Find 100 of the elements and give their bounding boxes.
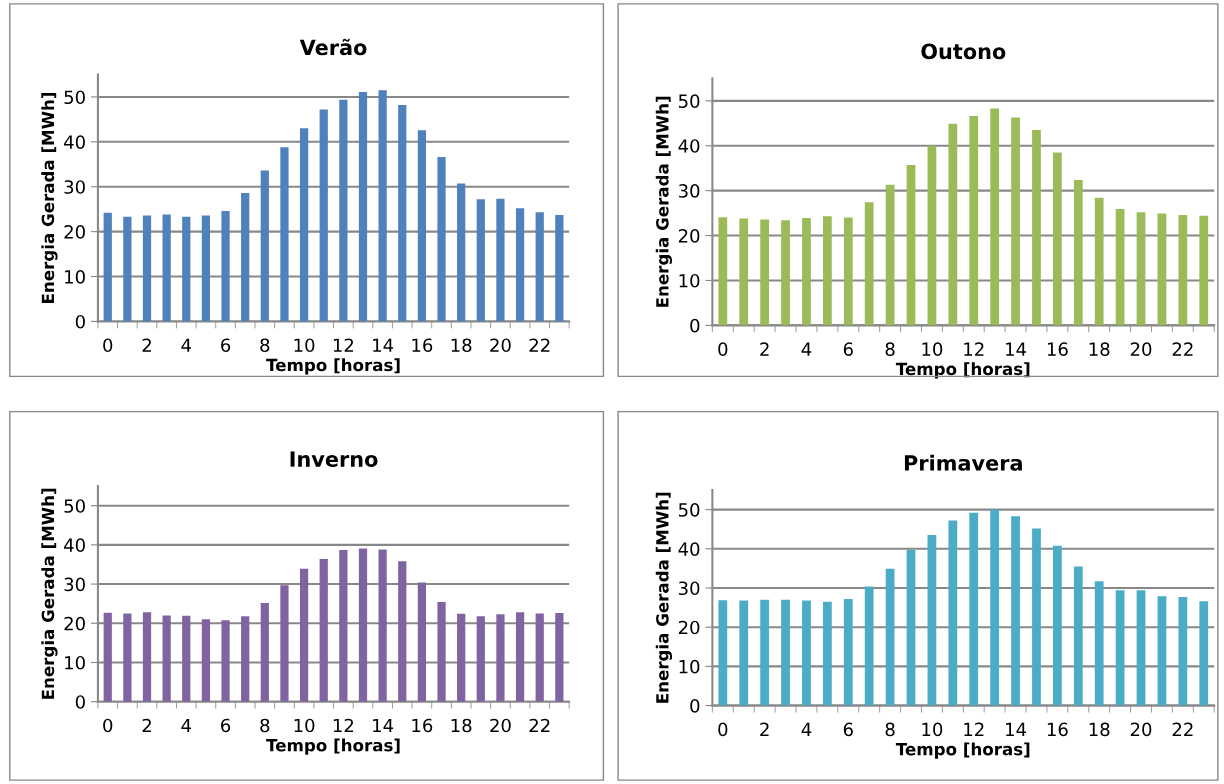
bar [1199, 601, 1209, 706]
x-tick-label: 22 [529, 338, 550, 352]
bar [739, 218, 749, 326]
x-tick-label: 6 [843, 342, 853, 356]
x-tick-label: 12 [333, 718, 354, 733]
bar [162, 615, 171, 702]
bar [1157, 213, 1167, 326]
bar [1052, 545, 1062, 706]
bar [555, 215, 564, 322]
x-tick-label: 4 [801, 342, 812, 356]
x-tick-label: 16 [1047, 342, 1068, 356]
x-tick-label: 20 [1130, 342, 1152, 356]
y-tick-label: 10 [679, 659, 700, 674]
x-tick-label: 14 [373, 718, 394, 733]
bar [969, 116, 979, 326]
bar [802, 600, 811, 706]
chart-title: Inverno [290, 451, 378, 467]
bar [535, 613, 544, 702]
y-tick-label: 20 [678, 229, 700, 243]
bar [319, 558, 328, 702]
x-tick-label: 18 [1089, 342, 1110, 356]
x-tick-label: 16 [412, 718, 433, 733]
bar [162, 214, 171, 322]
bar [241, 193, 250, 322]
bar [718, 600, 728, 706]
bar [535, 212, 544, 322]
bar [319, 109, 328, 322]
y-tick-label: 20 [64, 225, 85, 239]
bar [378, 90, 387, 322]
x-tick-label: 12 [964, 342, 984, 356]
x-tick-label: 22 [1172, 722, 1193, 736]
y-tick-label: 50 [678, 94, 700, 108]
bar [339, 99, 348, 322]
bar [515, 208, 525, 322]
x-tick-label: 22 [1172, 342, 1193, 356]
bar [718, 217, 728, 326]
bar [885, 568, 895, 706]
bar [1052, 152, 1062, 326]
y-tick-label: 0 [690, 699, 700, 713]
x-tick-label: 20 [1130, 722, 1152, 737]
x-tick-label: 10 [922, 722, 943, 737]
y-tick-label: 40 [64, 538, 85, 552]
bar [864, 202, 874, 326]
bar [496, 198, 505, 322]
bar [781, 599, 790, 706]
chart-title: Outono [921, 43, 1006, 60]
bar [864, 586, 874, 706]
bar [221, 620, 230, 702]
bar [103, 612, 112, 702]
bar [739, 600, 749, 706]
bar [437, 602, 446, 702]
bar [182, 615, 191, 702]
bar [1032, 130, 1041, 326]
bar [299, 128, 309, 322]
y-tick-label: 50 [64, 90, 85, 105]
bar [990, 509, 1000, 706]
bar [802, 218, 811, 326]
x-axis-title: Tempo [horas] [895, 742, 1030, 759]
bar [843, 217, 853, 326]
bar [555, 613, 564, 702]
y-tick-label: 50 [64, 499, 85, 513]
chart-title: Verão [299, 38, 367, 56]
x-tick-label: 4 [801, 722, 812, 736]
bar [1032, 528, 1041, 706]
x-tick-label: 20 [490, 718, 511, 733]
x-axis-title: Tempo [horas] [266, 738, 400, 755]
bar [1094, 197, 1104, 326]
bar [221, 210, 230, 322]
bar [142, 612, 152, 702]
y-axis-title: Energia Gerada [MWh] [655, 96, 673, 307]
x-tick-label: 14 [373, 338, 394, 352]
bar [1115, 590, 1125, 706]
bar [457, 183, 466, 322]
x-tick-label: 2 [142, 338, 151, 352]
bar [260, 602, 269, 702]
x-tick-label: 6 [843, 722, 853, 737]
bar [201, 619, 211, 702]
bar [948, 520, 958, 706]
bar [280, 585, 289, 702]
bar [358, 548, 368, 702]
bar [457, 613, 466, 702]
bar [437, 157, 446, 322]
x-tick-label: 18 [1089, 722, 1110, 737]
y-tick-label: 10 [65, 270, 85, 284]
x-tick-label: 16 [412, 338, 433, 353]
y-tick-label: 10 [679, 273, 700, 288]
bar [476, 199, 485, 322]
bar [398, 105, 407, 322]
x-tick-label: 22 [529, 718, 550, 733]
bar [760, 599, 770, 706]
x-tick-label: 20 [490, 338, 511, 353]
bar [760, 219, 770, 326]
bar [241, 616, 250, 702]
y-tick-label: 20 [678, 620, 700, 635]
bar [476, 616, 485, 702]
x-tick-label: 2 [760, 722, 769, 736]
y-tick-label: 40 [678, 542, 700, 556]
bar [1011, 516, 1020, 706]
x-tick-label: 6 [221, 718, 231, 733]
y-tick-label: 40 [64, 135, 85, 149]
